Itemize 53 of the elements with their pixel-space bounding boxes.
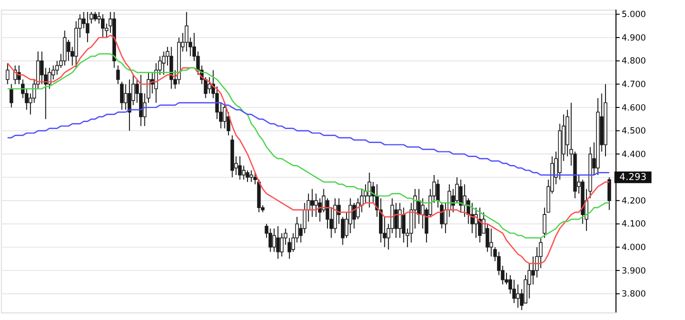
candlestick — [280, 232, 284, 257]
candlestick — [368, 172, 372, 208]
candlestick — [268, 228, 272, 252]
y-tick-label: 4.200 — [622, 196, 646, 206]
candlestick — [314, 193, 318, 218]
candlestick — [398, 202, 402, 238]
candlestick — [310, 188, 314, 218]
candlestick — [116, 65, 120, 85]
candlestick — [124, 84, 128, 110]
candlestick — [184, 11, 188, 52]
y-tick-label: 4.900 — [622, 33, 646, 44]
y-tick-label: 3.800 — [622, 290, 646, 300]
candlestick — [208, 76, 212, 94]
candlestick — [394, 202, 398, 238]
y-tick-label: 4.800 — [622, 56, 646, 67]
candlestick — [250, 170, 254, 182]
text: 4.293 — [619, 172, 646, 184]
candlestick — [242, 165, 246, 180]
candlestick — [516, 284, 520, 308]
candlestick — [162, 51, 166, 76]
candlestick — [10, 84, 14, 108]
y-tick-label: 4.600 — [622, 103, 646, 114]
candlestick — [512, 279, 516, 304]
candlestick — [238, 156, 242, 180]
candlestick — [348, 198, 352, 234]
candlestick — [246, 170, 250, 182]
candlestick — [333, 198, 337, 234]
y-tick-label: 4.700 — [622, 80, 646, 90]
candlestick — [489, 228, 494, 257]
candlestick — [62, 30, 67, 66]
candlestick — [470, 202, 474, 234]
candlestick — [276, 226, 280, 260]
candlestick — [474, 207, 478, 238]
candlestick — [128, 79, 132, 132]
candlestick — [486, 223, 490, 252]
candlestick — [608, 176, 612, 210]
candlestick — [66, 39, 70, 62]
y-tick-label: 3.900 — [622, 266, 646, 276]
candlestick — [93, 11, 97, 22]
candlestick — [139, 74, 143, 127]
candlestick — [402, 207, 406, 243]
y-tick-label: 5.000 — [622, 10, 646, 20]
y-tick-label: 4.400 — [622, 150, 646, 160]
y-tick-label: 4.000 — [622, 243, 646, 254]
y-tick-label: 4.100 — [622, 220, 646, 230]
candlestick — [86, 11, 90, 43]
candlestick — [413, 188, 417, 230]
candlestick — [6, 62, 10, 85]
line-series — [6, 53, 610, 238]
candlestick — [458, 179, 463, 213]
y-tick-label: 4.500 — [622, 126, 646, 137]
candlestick — [100, 14, 105, 38]
candlestick — [120, 81, 124, 110]
